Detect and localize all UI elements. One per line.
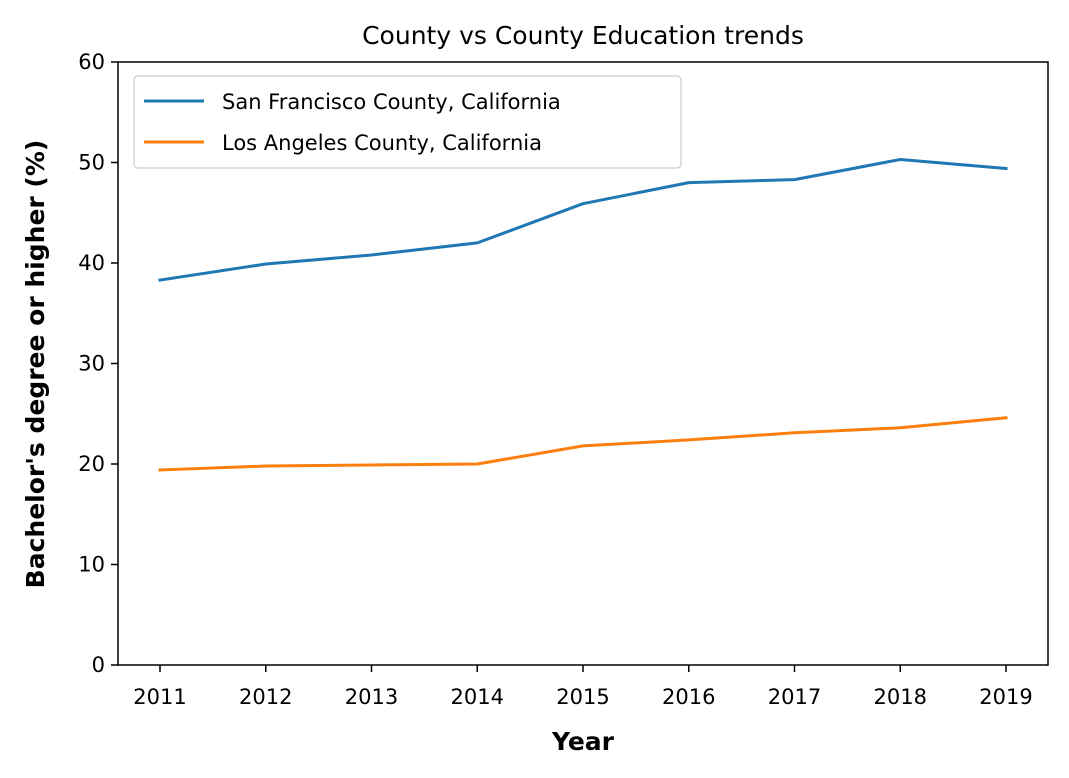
y-tick-label: 10 [78,553,105,577]
x-tick-label: 2016 [662,685,715,709]
legend-label-los-angeles: Los Angeles County, California [222,131,542,155]
legend-label-san-francisco: San Francisco County, California [222,90,561,114]
legend: San Francisco County, California Los Ang… [133,75,682,169]
legend-box [133,75,682,169]
x-axis-ticks: 2011 2012 2013 2014 2015 2016 2017 2018 2019 [133,665,1033,709]
y-tick-label: 20 [78,452,105,476]
x-tick-label: 2014 [451,685,504,709]
y-axis-label: Bachelor's degree or higher (%) [21,140,50,589]
y-tick-label: 0 [92,653,105,677]
series-line-0 [158,158,1008,282]
x-tick-label: 2012 [239,685,292,709]
y-axis-ticks: 0 10 20 30 40 50 60 [78,50,118,677]
x-tick-label: 2013 [345,685,398,709]
x-tick-label: 2017 [768,685,821,709]
x-tick-label: 2011 [133,685,186,709]
y-tick-label: 50 [78,151,105,175]
y-tick-label: 40 [78,251,105,275]
series-line-1 [158,416,1008,472]
x-tick-label: 2015 [556,685,609,709]
y-tick-label: 30 [78,352,105,376]
x-axis-label: Year [551,727,615,756]
chart-title: County vs County Education trends [362,21,804,50]
y-tick-label: 60 [78,50,105,74]
plot-lines [158,158,1008,472]
x-tick-label: 2019 [979,685,1032,709]
x-tick-label: 2018 [874,685,927,709]
